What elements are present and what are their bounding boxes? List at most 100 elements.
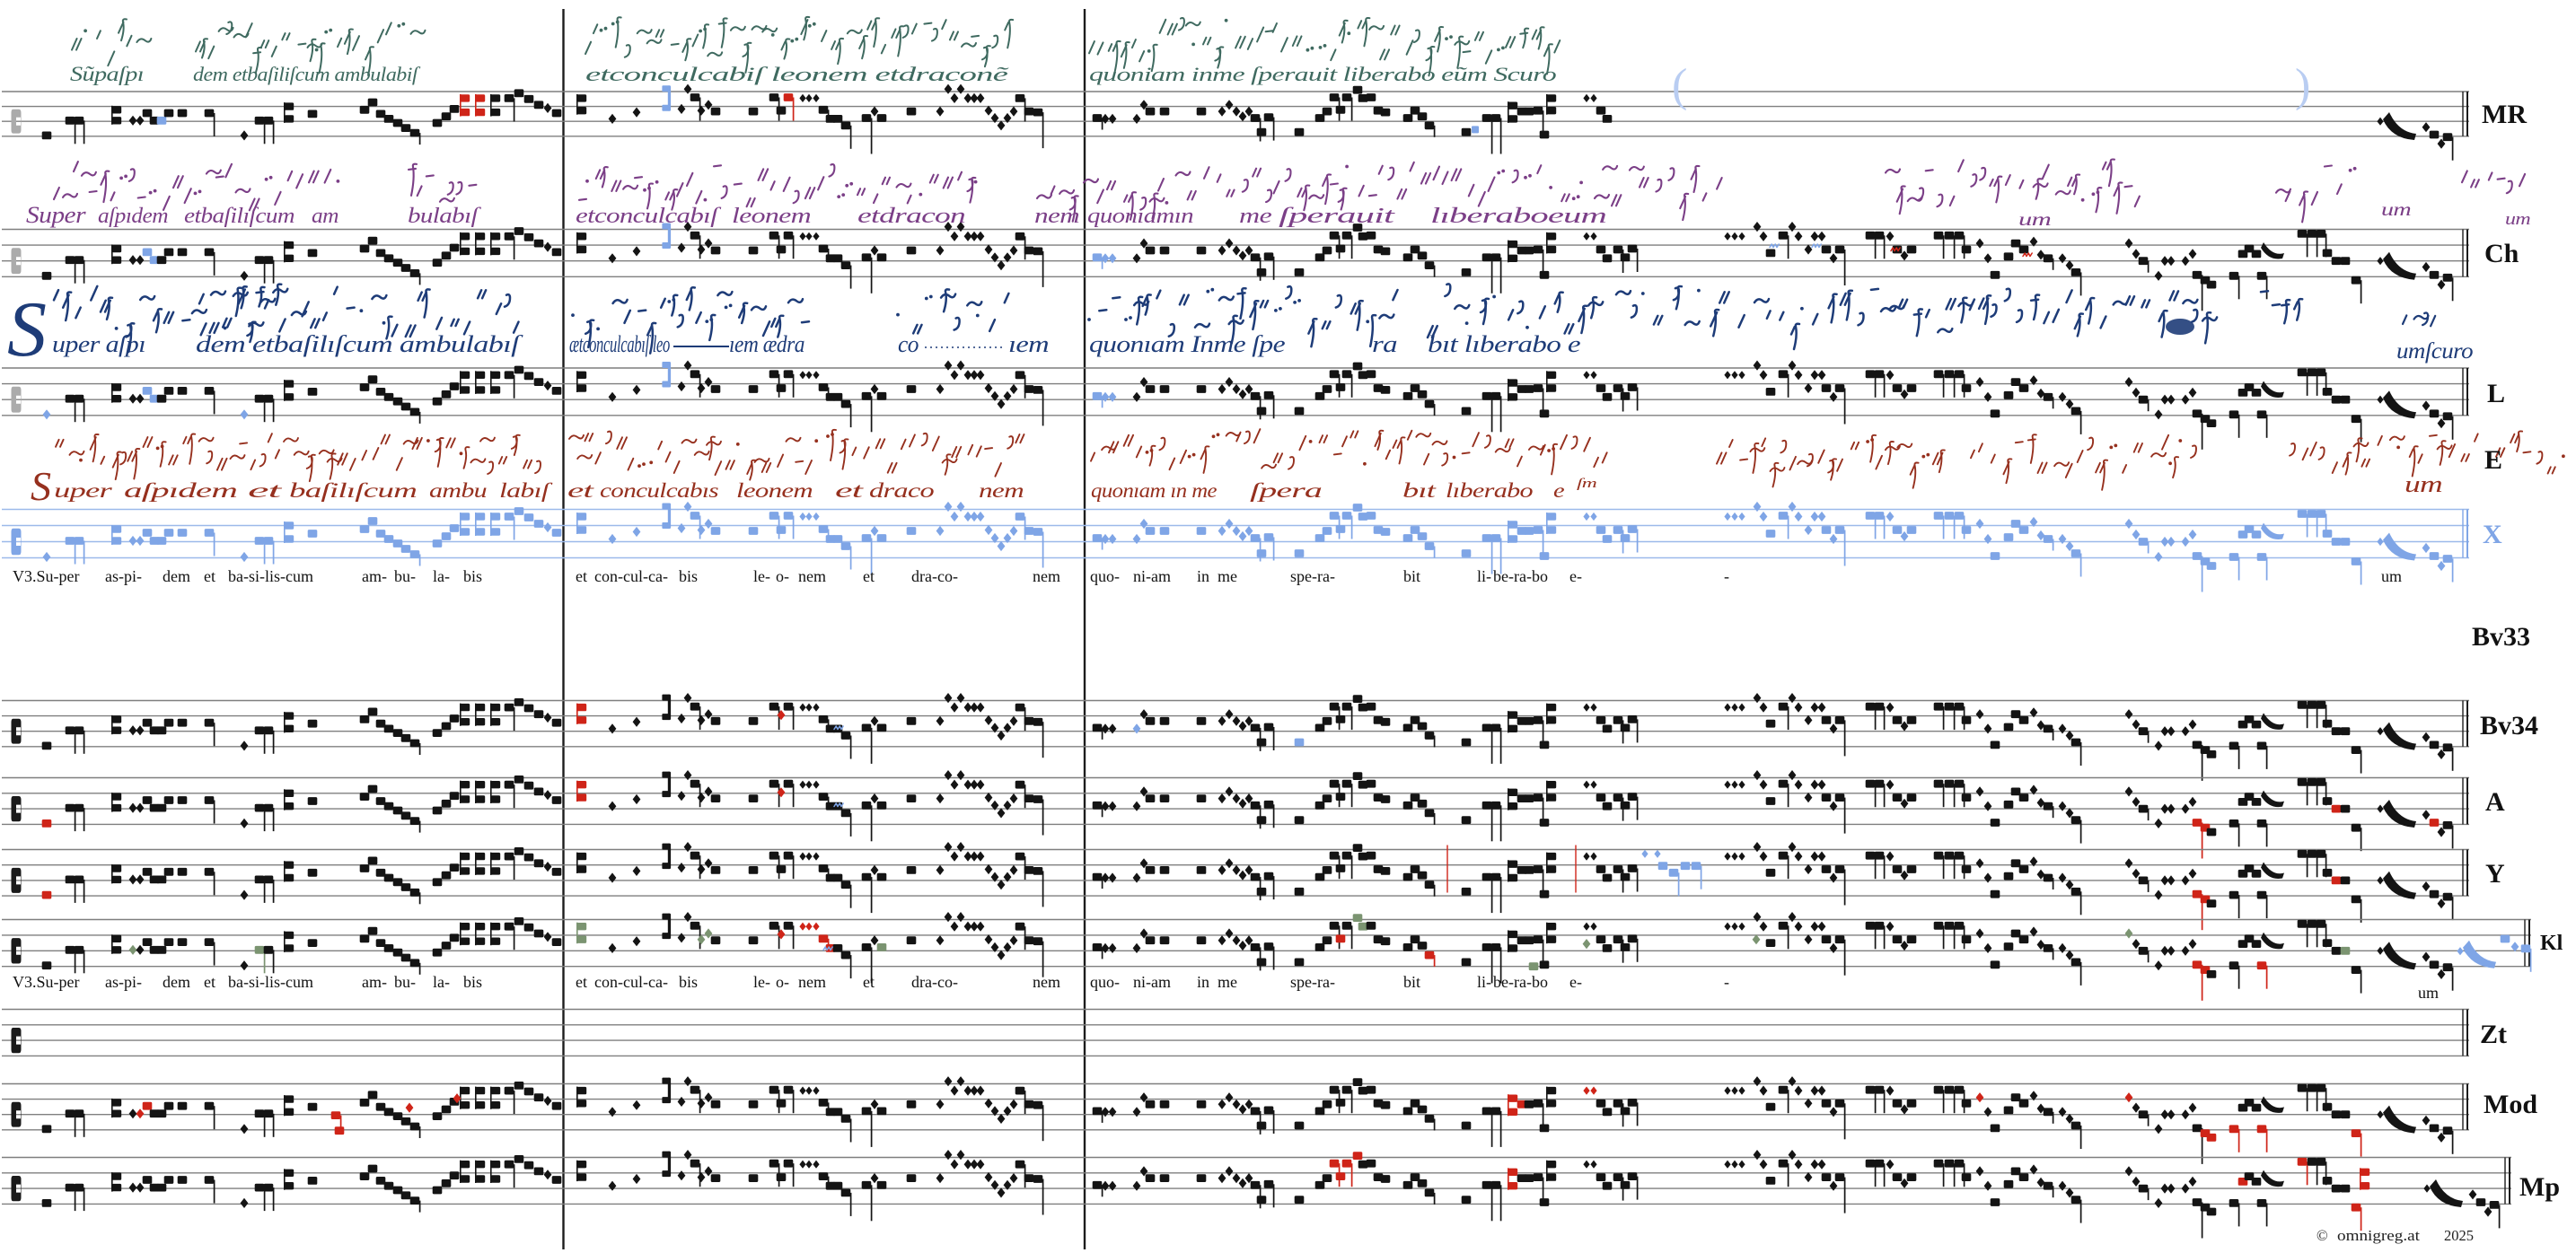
svg-text:me: me <box>1239 205 1272 228</box>
svg-text:Zt: Zt <box>2480 1020 2507 1049</box>
svg-text:ıem ædra: ıem ædra <box>729 331 804 357</box>
svg-text:dem: dem <box>163 973 190 991</box>
svg-text:spe-ra-: spe-ra- <box>1290 973 1335 991</box>
svg-text:con-cul-ca-: con-cul-ca- <box>594 567 668 585</box>
svg-text:nem: nem <box>1034 205 1079 228</box>
svg-text:aſpıdem: aſpıdem <box>124 479 237 502</box>
svg-text:um: um <box>2405 471 2442 497</box>
svg-text:am: am <box>312 205 338 228</box>
svg-text:A: A <box>2485 787 2505 817</box>
svg-text:Kl: Kl <box>2540 932 2563 955</box>
svg-text:am-: am- <box>362 973 387 991</box>
svg-text:leonem: leonem <box>736 479 813 502</box>
svg-text:S: S <box>7 286 47 373</box>
svg-text:et: et <box>204 973 215 991</box>
svg-text:co: co <box>898 331 919 357</box>
svg-text:Y: Y <box>2485 859 2505 889</box>
svg-text:dra-co-: dra-co- <box>911 973 958 991</box>
svg-text:Mod: Mod <box>2484 1090 2537 1119</box>
svg-text:con-cul-ca-: con-cul-ca- <box>594 973 668 991</box>
svg-text:2025: 2025 <box>2444 1227 2474 1244</box>
svg-text:ſpera: ſpera <box>1250 479 1322 502</box>
svg-text:ætconculcabıſ leo: ætconculcabıſ leo <box>569 331 670 357</box>
svg-text:V3.Su-per: V3.Su-per <box>13 973 80 991</box>
svg-text:Bv34: Bv34 <box>2480 711 2538 740</box>
svg-text:dem etbaſilıſcum ambulabıſ: dem etbaſilıſcum ambulabıſ <box>196 331 524 357</box>
svg-text:be-ra-bo: be-ra-bo <box>1493 973 1548 991</box>
svg-text:S: S <box>31 463 51 509</box>
svg-text:E: E <box>2484 445 2502 475</box>
svg-text:etdracon: etdracon <box>857 205 965 228</box>
svg-text:et: et <box>204 567 215 585</box>
svg-text:nem: nem <box>798 973 826 991</box>
svg-text:um: um <box>2381 567 2402 585</box>
svg-text:ſm: ſm <box>1577 477 1597 491</box>
svg-text:ra: ra <box>1372 331 1398 357</box>
svg-text:me: me <box>1218 567 1237 585</box>
svg-text:bis: bis <box>679 567 698 585</box>
svg-text:et: et <box>576 973 587 991</box>
svg-text:be-ra-bo: be-ra-bo <box>1493 567 1548 585</box>
svg-text:um: um <box>2018 208 2051 230</box>
svg-text:conculcabıs: conculcabıs <box>600 479 719 502</box>
svg-text:quonıam ın me: quonıam ın me <box>1091 479 1217 502</box>
svg-text:le-: le- <box>753 973 770 991</box>
svg-text:©: © <box>2317 1227 2328 1244</box>
svg-text:etconculcabiſ leonem etdraconẽ: etconculcabiſ leonem etdraconẽ <box>585 63 1010 85</box>
svg-text:bit: bit <box>1403 567 1420 585</box>
svg-text:V3.Su-per: V3.Su-per <box>13 567 80 585</box>
svg-text:spe-ra-: spe-ra- <box>1290 567 1335 585</box>
svg-text:et: et <box>248 479 283 502</box>
svg-text:li-: li- <box>1477 567 1491 585</box>
svg-text:la-: la- <box>433 973 450 991</box>
svg-text:um: um <box>2505 210 2530 229</box>
svg-text:am-: am- <box>362 567 387 585</box>
svg-text:nem: nem <box>798 567 826 585</box>
svg-text:o-: o- <box>776 973 789 991</box>
svg-text:MR: MR <box>2482 100 2527 129</box>
svg-text:quonıamın: quonıamın <box>1087 205 1193 228</box>
svg-text:Sũpaſpı: Sũpaſpı <box>70 63 144 85</box>
svg-text:X: X <box>2483 520 2502 549</box>
svg-text:etconculcabıſ: etconculcabıſ <box>576 205 722 228</box>
svg-text:omnigreg.at: omnigreg.at <box>2337 1227 2420 1244</box>
svg-text:bıt: bıt <box>1402 479 1437 502</box>
svg-text:et: et <box>863 567 875 585</box>
svg-text:le-: le- <box>753 567 770 585</box>
svg-text:et: et <box>863 973 875 991</box>
svg-text:ambu: ambu <box>429 479 487 502</box>
svg-text:quonıam Inme ſpe: quonıam Inme ſpe <box>1089 331 1285 357</box>
svg-text:la-: la- <box>433 567 450 585</box>
svg-text:draco: draco <box>869 479 934 502</box>
svg-text:e: e <box>1553 479 1564 502</box>
svg-text:Super: Super <box>26 202 87 228</box>
svg-text:bis: bis <box>463 567 482 585</box>
svg-text:quo-: quo- <box>1090 567 1120 585</box>
svg-text:bu-: bu- <box>394 567 416 585</box>
svg-text:baſilıſcum: baſilıſcum <box>289 479 417 502</box>
svg-text:bis: bis <box>463 973 482 991</box>
svg-text:ni-am: ni-am <box>1133 973 1171 991</box>
svg-text:e-: e- <box>1569 973 1582 991</box>
svg-text:as-pi-: as-pi- <box>105 973 142 991</box>
svg-text:bit: bit <box>1403 973 1420 991</box>
svg-text:-: - <box>1724 973 1729 991</box>
svg-text:Bv33: Bv33 <box>2472 622 2530 652</box>
svg-text:uper: uper <box>54 479 113 502</box>
svg-text:e-: e- <box>1569 567 1582 585</box>
svg-text:bis: bis <box>679 973 698 991</box>
svg-text:lıberaboeum: lıberaboeum <box>1430 205 1606 228</box>
svg-text:et: et <box>567 479 594 502</box>
svg-text:um: um <box>2381 198 2411 220</box>
svg-text:L: L <box>2487 379 2505 408</box>
svg-text:ba-si-lis-cum: ba-si-lis-cum <box>228 973 313 991</box>
svg-text:et: et <box>835 479 864 502</box>
svg-text:quoniam inme ſperauit liberabo: quoniam inme ſperauit liberabo eũm Scuro <box>1089 63 1557 85</box>
svg-text:dem: dem <box>163 567 190 585</box>
svg-text:Mp: Mp <box>2519 1172 2560 1202</box>
svg-text:nem: nem <box>1033 973 1060 991</box>
svg-text:nem: nem <box>1033 567 1060 585</box>
svg-text:Ch: Ch <box>2484 239 2519 268</box>
svg-text:in: in <box>1197 567 1209 585</box>
svg-text:bu-: bu- <box>394 973 416 991</box>
